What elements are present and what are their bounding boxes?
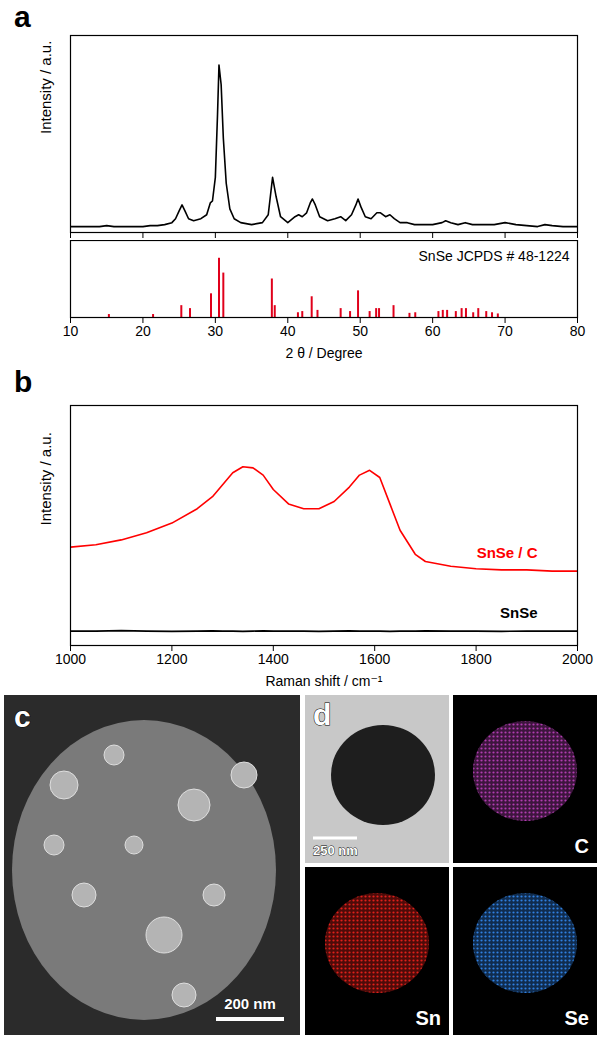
svg-text:1200: 1200	[156, 651, 187, 667]
svg-text:Raman shift / cm⁻¹: Raman shift / cm⁻¹	[265, 673, 382, 689]
svg-text:Intensity / a.u.: Intensity / a.u.	[37, 432, 54, 525]
svg-text:SnSe JCPDS # 48-1224: SnSe JCPDS # 48-1224	[419, 248, 570, 264]
svg-text:d: d	[313, 698, 331, 731]
svg-text:70: 70	[497, 323, 513, 339]
svg-text:Se: Se	[565, 1007, 589, 1029]
svg-text:1800: 1800	[461, 651, 492, 667]
svg-text:40: 40	[280, 323, 296, 339]
svg-text:C: C	[575, 835, 589, 857]
svg-text:10: 10	[63, 323, 79, 339]
svg-text:SnSe: SnSe	[500, 604, 538, 621]
svg-text:Intensity / a.u.: Intensity / a.u.	[37, 41, 54, 134]
svg-text:30: 30	[208, 323, 224, 339]
svg-text:250 nm: 250 nm	[313, 843, 358, 858]
svg-text:200 nm: 200 nm	[224, 995, 276, 1012]
html-text:b: b	[14, 365, 33, 398]
html-text:a: a	[14, 0, 31, 33]
svg-text:1000: 1000	[55, 651, 86, 667]
svg-text:50: 50	[352, 323, 368, 339]
svg-text:SnSe / C: SnSe / C	[477, 544, 538, 561]
svg-text:1400: 1400	[258, 651, 289, 667]
svg-text:2 θ / Degree: 2 θ / Degree	[285, 345, 362, 361]
svg-text:Sn: Sn	[415, 1007, 441, 1029]
svg-text:1600: 1600	[359, 651, 390, 667]
svg-text:20: 20	[135, 323, 151, 339]
svg-text:80: 80	[570, 323, 586, 339]
svg-text:2000: 2000	[562, 651, 593, 667]
svg-text:60: 60	[425, 323, 441, 339]
svg-text:c: c	[14, 700, 31, 733]
